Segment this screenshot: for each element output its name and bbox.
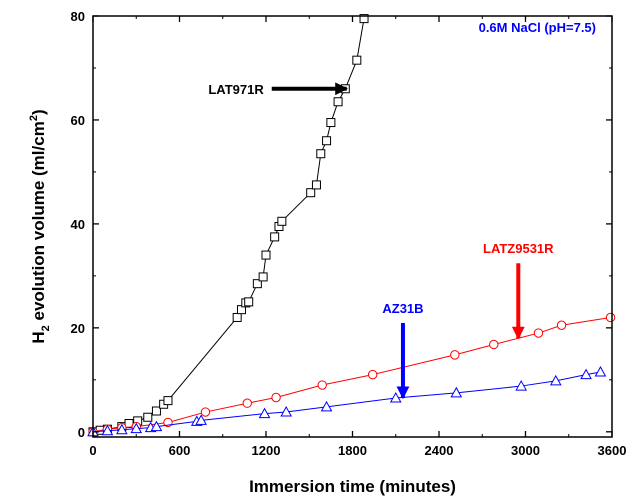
x-tick-label: 0 — [89, 443, 96, 458]
data-point — [606, 313, 614, 321]
data-point — [323, 137, 331, 145]
series-layer — [88, 15, 615, 436]
y-tick-label: 40 — [71, 217, 85, 232]
data-point — [144, 413, 152, 421]
annotation-layer: LAT971R LATZ9531R AZ31B — [208, 82, 554, 398]
y-tick-label: 80 — [71, 9, 85, 24]
annotation-label: LATZ9531R — [483, 241, 554, 256]
data-point — [233, 313, 241, 321]
data-point — [317, 150, 325, 158]
x-tick-label: 1200 — [252, 443, 281, 458]
data-point — [307, 189, 315, 197]
condition-note: 0.6M NaCl (pH=7.5) — [479, 20, 596, 35]
series-line — [93, 317, 611, 431]
data-point — [451, 351, 459, 359]
y-title-main: evolution volume (ml/cm — [29, 121, 48, 325]
data-point — [201, 408, 209, 416]
data-point — [334, 98, 342, 106]
series-LAT971R — [89, 15, 368, 436]
data-point — [353, 56, 361, 64]
data-point — [327, 119, 335, 127]
data-point — [272, 393, 280, 401]
data-point — [490, 340, 498, 348]
x-tick-label: 3600 — [598, 443, 627, 458]
data-point — [271, 233, 279, 241]
x-tick-label: 2400 — [425, 443, 454, 458]
data-point — [245, 298, 253, 306]
y-title-close: ) — [29, 109, 48, 115]
series-LATZ9531R — [89, 313, 615, 436]
y-tick-label: 0 — [78, 425, 85, 440]
tick-layer: 0 600 1200 1800 2400 3000 3600 0 20 40 60 80 — [71, 9, 627, 458]
x-tick-label: 600 — [169, 443, 191, 458]
annotation-label: LAT971R — [208, 82, 264, 97]
data-point — [259, 273, 267, 281]
data-point — [164, 397, 172, 405]
annotation-label: AZ31B — [382, 301, 423, 316]
annotation-LATZ9531R: LATZ9531R — [483, 241, 554, 338]
data-point — [278, 217, 286, 225]
data-point — [534, 329, 542, 337]
x-tick-label: 1800 — [338, 443, 367, 458]
data-point — [243, 399, 251, 407]
data-point — [368, 370, 376, 378]
x-tick-label: 3000 — [511, 443, 540, 458]
annotation-LAT971R: LAT971R — [208, 82, 346, 97]
y-title-prefix: H — [29, 331, 48, 343]
y-tick-label: 60 — [71, 113, 85, 128]
data-point — [312, 181, 320, 189]
data-point — [262, 251, 270, 259]
annotation-AZ31B: AZ31B — [382, 301, 423, 398]
data-point — [557, 321, 565, 329]
series-line — [93, 19, 364, 432]
data-point — [595, 367, 605, 376]
x-axis-title: Immersion time (minutes) — [249, 477, 456, 496]
plot-frame — [93, 16, 612, 437]
data-point — [318, 381, 326, 389]
y-axis-title: H2 evolution volume (ml/cm2) — [28, 109, 52, 343]
y-tick-label: 20 — [71, 321, 85, 336]
